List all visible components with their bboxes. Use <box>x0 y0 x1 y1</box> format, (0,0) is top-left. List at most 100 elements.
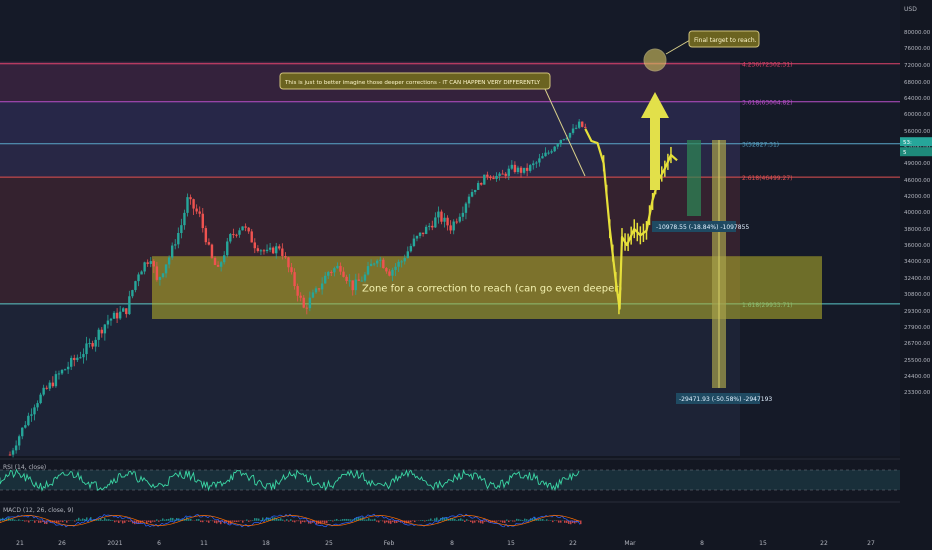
candle-body <box>207 242 211 245</box>
current-price-text-2: 5 <box>903 150 907 156</box>
macd-hist-bar <box>188 519 190 521</box>
price-axis[interactable]: USD 80000.00 76000.00 72000.00 68000.00 64000… <box>900 0 932 550</box>
candle-body <box>382 259 385 269</box>
time-tick: 25 <box>325 540 333 547</box>
candle-body <box>30 414 33 416</box>
measure-label: -10978.55 (-18.84%) -1097855 <box>656 224 749 231</box>
candle-body <box>106 320 110 325</box>
macd-hist-bar <box>112 520 114 521</box>
candle-body <box>112 312 116 319</box>
macd-hist-bar <box>164 519 166 521</box>
macd-hist-bar <box>430 518 432 521</box>
macd-hist-bar <box>140 520 142 524</box>
macd-hist-bar <box>212 520 214 522</box>
macd-hist-bar <box>168 518 170 521</box>
macd-hist-bar <box>42 520 44 522</box>
candle-body <box>296 286 299 296</box>
candle-body <box>379 259 382 261</box>
macd-hist-bar <box>452 518 454 521</box>
macd-hist-bar <box>180 519 182 521</box>
price-tick: 23300.00 <box>904 390 931 396</box>
macd-hist-bar <box>76 519 78 521</box>
time-tick: 2021 <box>107 540 122 547</box>
macd-hist-bar <box>332 520 334 522</box>
time-axis[interactable]: 21 26 2021 6 11 18 25 Feb 8 15 22 Mar 8 15 22 27 <box>0 534 932 550</box>
zone-label: Zone for a correction to reach (can go e… <box>362 284 622 295</box>
candle-body <box>449 225 452 231</box>
macd-hist-bar <box>552 520 554 523</box>
macd-hist-bar <box>104 517 106 521</box>
macd-hist-bar <box>450 517 452 521</box>
macd-hist-bar <box>554 520 556 521</box>
candle-body <box>161 273 165 278</box>
measure-green <box>687 140 701 216</box>
candle-body <box>562 139 566 141</box>
macd-hist-bar <box>12 518 14 521</box>
candle-body <box>314 288 318 293</box>
fib-label: 3.618(63064.82) <box>742 100 793 107</box>
candle-body <box>85 343 88 355</box>
candle-body <box>39 394 42 404</box>
candle-body <box>501 173 504 175</box>
macd-hist-bar <box>300 520 302 524</box>
candle-body <box>48 382 51 389</box>
candle-body <box>226 241 229 256</box>
candle-body <box>66 366 70 370</box>
macd-hist-bar <box>490 520 492 523</box>
candle-body <box>339 265 342 272</box>
candle-body <box>275 246 278 254</box>
macd-hist-bar <box>266 517 268 521</box>
macd-hist-bar <box>496 520 498 522</box>
fib-band <box>0 101 740 144</box>
macd-hist-bar <box>346 518 348 521</box>
candle-body <box>470 192 474 197</box>
macd-hist-bar <box>284 520 286 522</box>
macd-hist-bar <box>216 520 218 524</box>
target-callout-line <box>665 39 691 55</box>
price-tick: 38000.00 <box>904 227 931 233</box>
candle-body <box>507 168 510 176</box>
macd-hist-bar <box>144 520 146 522</box>
candle-body <box>571 128 575 133</box>
candle-body <box>204 228 208 243</box>
macd-hist-bar <box>378 520 380 523</box>
macd-hist-bar <box>382 520 384 522</box>
price-tick: 34000.00 <box>904 259 931 265</box>
candle-body <box>397 261 400 267</box>
projection-line <box>584 128 678 310</box>
candle-body <box>376 260 379 264</box>
candle-body <box>547 152 550 154</box>
candle-body <box>167 257 171 265</box>
candle-body <box>235 234 238 236</box>
currency-label: USD <box>904 6 917 13</box>
rsi-line <box>0 468 580 492</box>
macd-hist-bar <box>154 520 156 522</box>
candle-body <box>431 225 434 228</box>
macd-hist-bar <box>394 520 396 524</box>
candle-body <box>42 387 45 395</box>
macd-hist-bar <box>256 518 258 521</box>
macd-hist-bar <box>302 520 304 522</box>
candle-body <box>581 121 584 127</box>
time-tick: 15 <box>507 540 515 547</box>
macd-hist-bar <box>114 520 116 523</box>
macd-hist-bar <box>340 519 342 521</box>
macd-hist-bar <box>122 520 124 524</box>
candle-body <box>480 183 483 185</box>
candle-body <box>219 262 223 267</box>
candle-body <box>109 318 113 321</box>
time-tick: 26 <box>58 540 66 547</box>
macd-hist-bar <box>282 519 284 521</box>
macd-hist-bar <box>580 520 582 525</box>
macd-hist-bar <box>470 520 472 523</box>
current-price-text: 53: <box>903 140 912 146</box>
macd-hist-bar <box>56 520 58 524</box>
candle-body <box>198 211 201 214</box>
macd-hist-bar <box>498 520 500 522</box>
macd-hist-bar <box>246 519 248 521</box>
candle-body <box>388 271 391 276</box>
candle-body <box>293 272 296 287</box>
macd-hist-bar <box>292 520 294 522</box>
macd-hist-bar <box>176 517 178 521</box>
